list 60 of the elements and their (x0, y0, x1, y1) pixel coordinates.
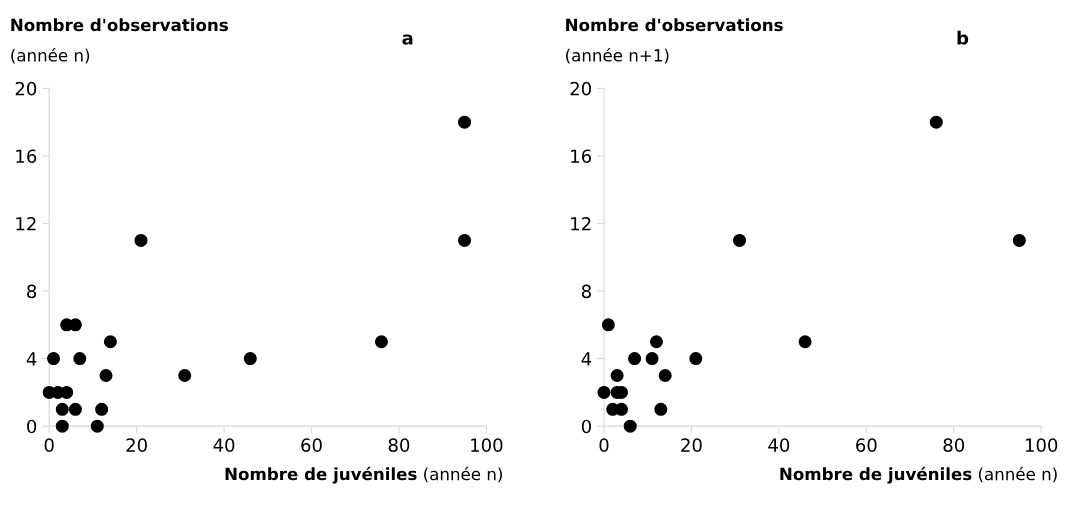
point (374, 335, 388, 349)
point (654, 402, 668, 416)
point (649, 335, 663, 349)
point (689, 352, 703, 366)
x-axis-title: Nombre de juvéniles (année n) (225, 466, 502, 484)
x-tick-label: 60 (856, 438, 877, 452)
x-tick-label: 100 (471, 438, 503, 452)
point (90, 419, 104, 433)
point (733, 233, 747, 247)
point (99, 369, 113, 383)
y-tick-label: 16 (571, 149, 592, 164)
y-tick-label: 20 (570, 81, 591, 96)
point (601, 318, 615, 332)
point (623, 419, 637, 433)
chart-title: a (402, 34, 413, 45)
x-tick-label: 80 (943, 438, 965, 452)
point (95, 402, 109, 416)
point (597, 385, 611, 399)
y-tick-label: 4 (581, 352, 592, 366)
y-tick-label: 8 (581, 284, 591, 299)
x-tick-label: 20 (681, 438, 702, 452)
y-tick-label: 12 (571, 216, 591, 231)
point (610, 369, 624, 383)
point (47, 352, 61, 366)
point (55, 402, 69, 416)
point (1012, 233, 1026, 247)
y-tick-label: 20 (15, 81, 37, 96)
y-tick-label: 12 (16, 216, 36, 231)
point (929, 115, 943, 129)
y-tick-label: 8 (27, 284, 37, 299)
y-axis-title: Nombre d'observations (année n) (11, 18, 228, 64)
point (628, 352, 642, 366)
point (73, 352, 87, 366)
x-tick-label: 20 (126, 438, 147, 452)
chart-title: b (957, 30, 969, 45)
x-tick-label: 60 (301, 438, 322, 452)
point (134, 233, 148, 247)
x-tick-label: 100 (1025, 438, 1058, 452)
point (55, 419, 69, 433)
point (243, 352, 257, 366)
y-tick-label: 0 (581, 419, 591, 434)
point (658, 369, 672, 383)
x-tick-label: 40 (213, 438, 235, 452)
x-axis-title: Nombre de juvéniles (année n) (780, 466, 1057, 484)
point (178, 369, 192, 383)
y-tick-label: 4 (26, 352, 37, 366)
y-axis-title: Nombre d'observations (année n+1) (566, 18, 783, 64)
point (798, 335, 812, 349)
point (68, 402, 82, 416)
x-tick-label: 0 (599, 438, 609, 452)
point (645, 352, 659, 366)
y-tick-label: 0 (27, 419, 37, 434)
y-tick-label: 16 (16, 149, 37, 164)
point (458, 233, 472, 247)
x-tick-label: 40 (768, 438, 790, 452)
point (60, 385, 74, 399)
point (458, 115, 472, 129)
point (103, 335, 117, 349)
x-tick-label: 0 (44, 438, 54, 452)
x-tick-label: 80 (388, 438, 410, 452)
